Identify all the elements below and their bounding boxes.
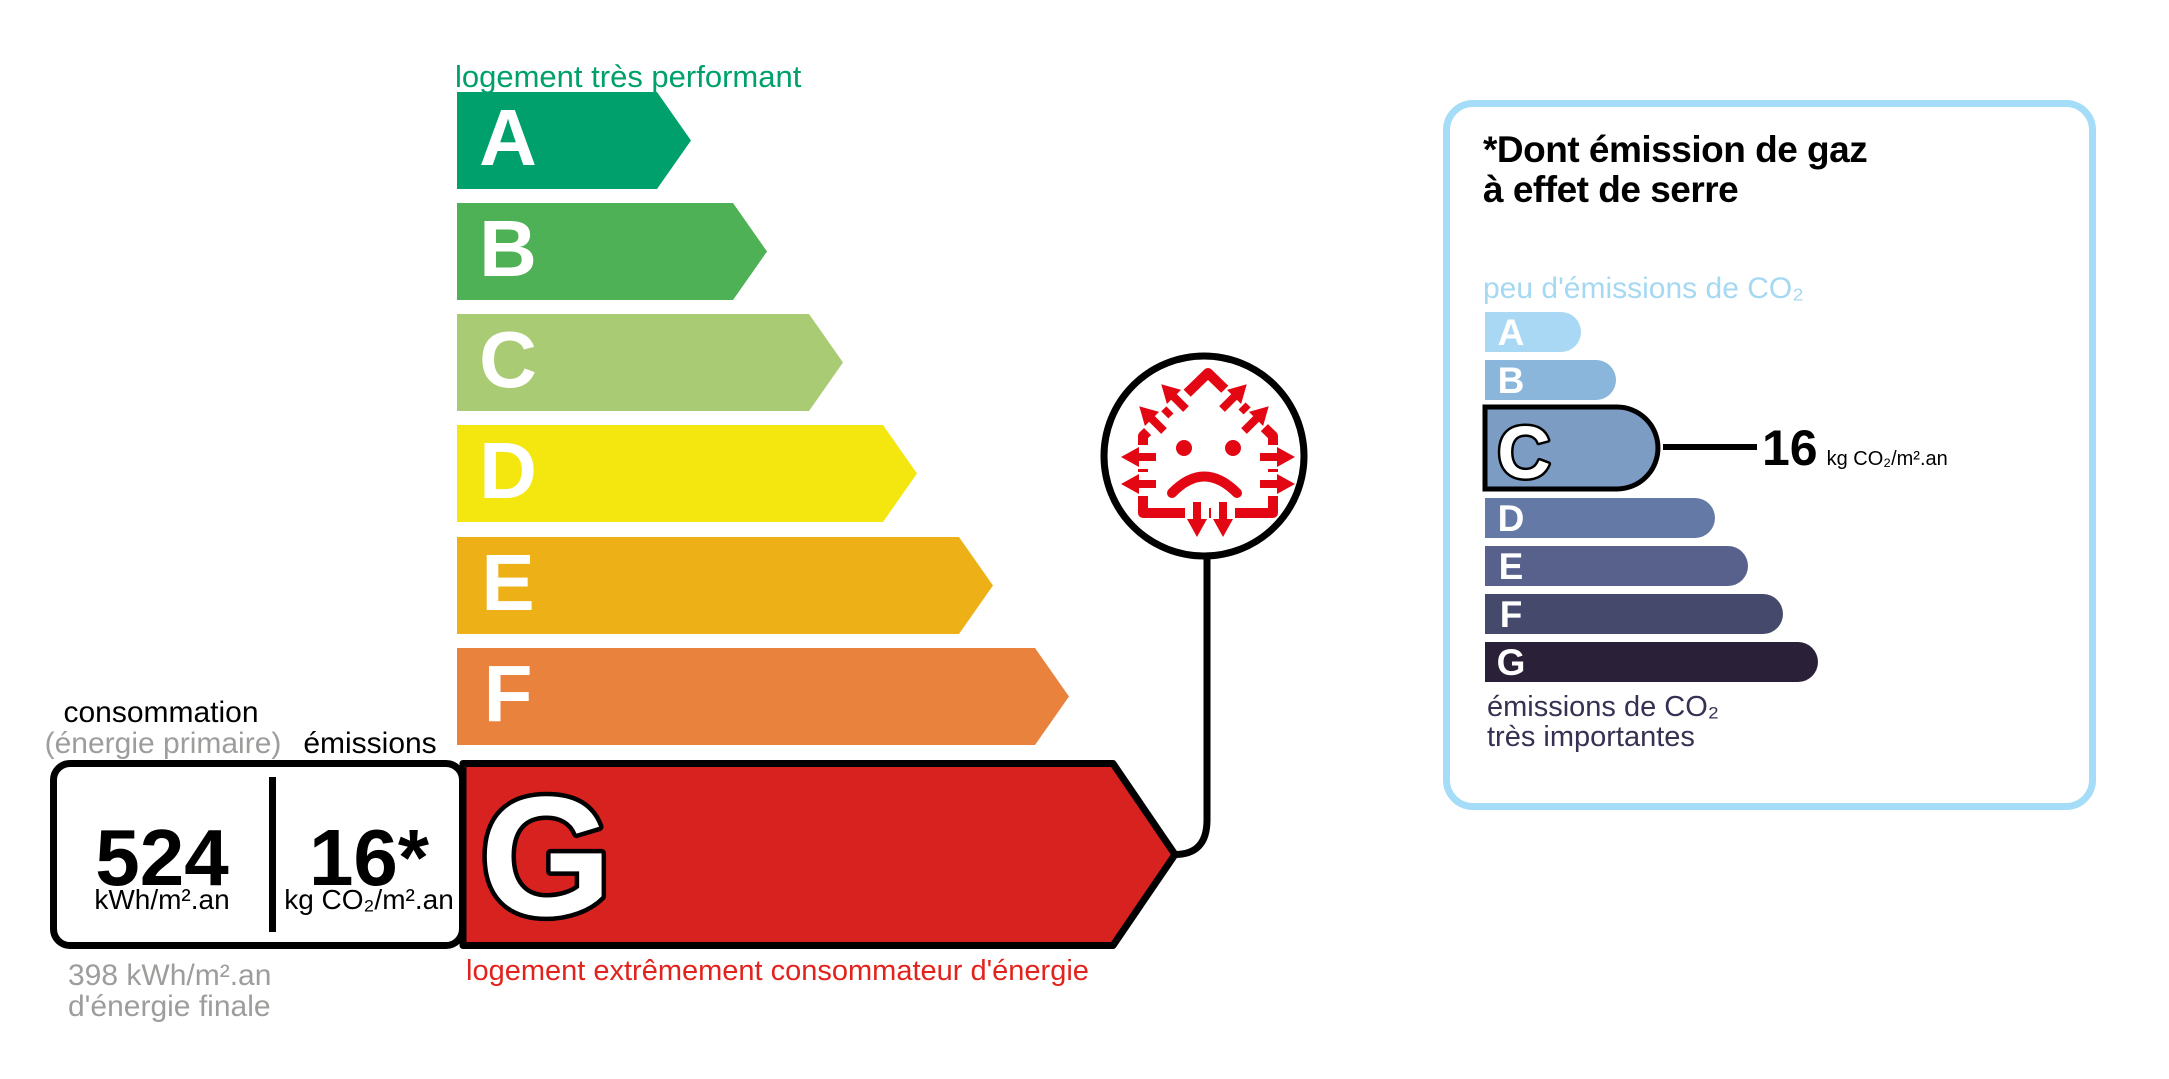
energy-class-arrow-B — [457, 203, 767, 300]
emissions-value: 16* — [308, 813, 430, 902]
badge-circle-ring — [1100, 352, 1308, 560]
co2-class-bar-B — [1485, 360, 1616, 400]
energy-class-letter-E: E — [481, 538, 534, 627]
energy-class-letter-F: F — [484, 649, 533, 738]
badge-connector-line — [1174, 553, 1211, 858]
energy-class-letter-B: B — [479, 204, 537, 293]
co2-top-caption: peu d'émissions de CO₂ — [1483, 272, 1804, 305]
final-energy-line1: 398 kWh/m².an — [68, 959, 272, 992]
co2-panel-title-line2: à effet de serre — [1483, 169, 1739, 210]
co2-class-bar-D — [1485, 498, 1715, 538]
energy-class-letter-A: A — [479, 93, 537, 182]
consumption-value: 524 — [95, 813, 229, 902]
energy-class-letter-C: C — [479, 315, 537, 404]
consumption-unit: kWh/m².an — [94, 884, 230, 915]
co2-class-letter-G: G — [1497, 642, 1526, 683]
energy-bottom-caption: logement extrêmement consommateur d'éner… — [466, 955, 1089, 987]
co2-panel-title-line1: *Dont émission de gaz — [1483, 129, 1868, 170]
co2-class-letter-E: E — [1499, 546, 1524, 587]
energy-class-letter-G: G — [480, 762, 612, 952]
co2-bottom-caption-line2: très importantes — [1487, 721, 1695, 753]
co2-bottom-caption: émissions de CO₂ très importantes — [1487, 692, 1719, 752]
co2-class-letter-A: A — [1498, 312, 1525, 353]
co2-panel-title: *Dont émission de gaz à effet de serre — [1483, 129, 1868, 210]
energy-class-arrow-F — [457, 648, 1069, 745]
co2-callout-unit: kg CO₂/m².an — [1826, 448, 1948, 470]
energy-class-arrow-C — [457, 314, 843, 411]
sad-face — [1167, 440, 1242, 498]
co2-class-bar-G — [1485, 642, 1818, 682]
emissions-unit: kg CO₂/m².an — [284, 884, 454, 915]
energy-top-caption: logement très performant — [455, 59, 802, 94]
co2-class-bar-F — [1485, 594, 1783, 634]
co2-class-bar-E — [1485, 546, 1748, 586]
consumption-sublabel: (énergie primaire) — [44, 727, 282, 760]
co2-callout-value: 16 — [1762, 420, 1818, 476]
co2-class-letter-B: B — [1498, 360, 1525, 401]
final-energy-line2: d'énergie finale — [68, 990, 271, 1023]
energy-class-arrow-E — [457, 537, 993, 634]
co2-class-letter-D: D — [1498, 498, 1525, 539]
energy-class-arrow-A — [457, 92, 691, 189]
value-box-divider — [269, 777, 276, 932]
emissions-label: émissions — [303, 727, 437, 760]
co2-class-letter-F: F — [1500, 594, 1523, 635]
value-box — [50, 760, 466, 949]
co2-class-bar-A — [1485, 312, 1581, 352]
co2-class-bar-C — [1482, 404, 1661, 492]
final-energy-footnote: 398 kWh/m².an d'énergie finale — [68, 960, 271, 1022]
co2-callout: 16 kg CO₂/m².an — [1762, 421, 1948, 475]
consumption-label: consommation — [63, 696, 259, 729]
leaky-house-icon — [1100, 352, 1308, 858]
energy-class-arrow-D — [457, 425, 917, 522]
co2-bottom-caption-line1: émissions de CO₂ — [1487, 691, 1720, 723]
co2-class-letter-C: C — [1497, 411, 1550, 494]
energy-class-letter-D: D — [479, 426, 537, 515]
